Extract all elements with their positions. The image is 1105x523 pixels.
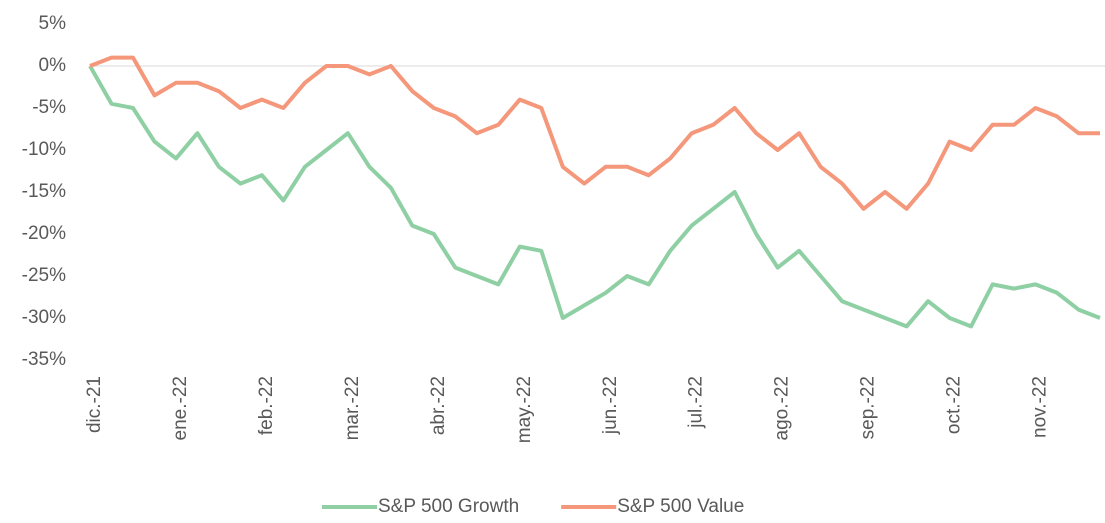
x-tick-label: feb.-22	[256, 376, 277, 435]
x-tick-label: oct.-22	[944, 376, 965, 434]
y-tick-label: -15%	[22, 181, 66, 202]
y-tick-label: 0%	[39, 55, 67, 76]
series-line	[89, 55, 1100, 211]
legend-label: S&P 500 Value	[617, 496, 744, 517]
series-line	[88, 65, 1101, 329]
x-tick-label: dic.-21	[84, 376, 105, 433]
x-tick-label: nov.-22	[1030, 376, 1051, 438]
y-tick-label: -5%	[32, 97, 66, 118]
x-tick-label: may.-22	[514, 376, 535, 443]
y-tick-label: -25%	[22, 265, 66, 286]
y-tick-label: -30%	[22, 307, 66, 328]
x-tick-label: abr.-22	[428, 376, 449, 435]
y-tick-label: -20%	[22, 223, 66, 244]
y-tick-label: -10%	[22, 139, 66, 160]
x-tick-label: ago.-22	[772, 376, 793, 440]
y-tick-label: 5%	[39, 13, 67, 34]
x-tick-label: sep.-22	[858, 376, 879, 439]
x-tick-label: mar.-22	[342, 376, 363, 440]
legend-label: S&P 500 Growth	[378, 496, 519, 517]
x-tick-label: ene.-22	[170, 376, 191, 440]
y-tick-label: -35%	[22, 349, 66, 370]
x-tick-label: jul.-22	[686, 376, 707, 429]
x-tick-label: jun.-22	[600, 376, 621, 435]
